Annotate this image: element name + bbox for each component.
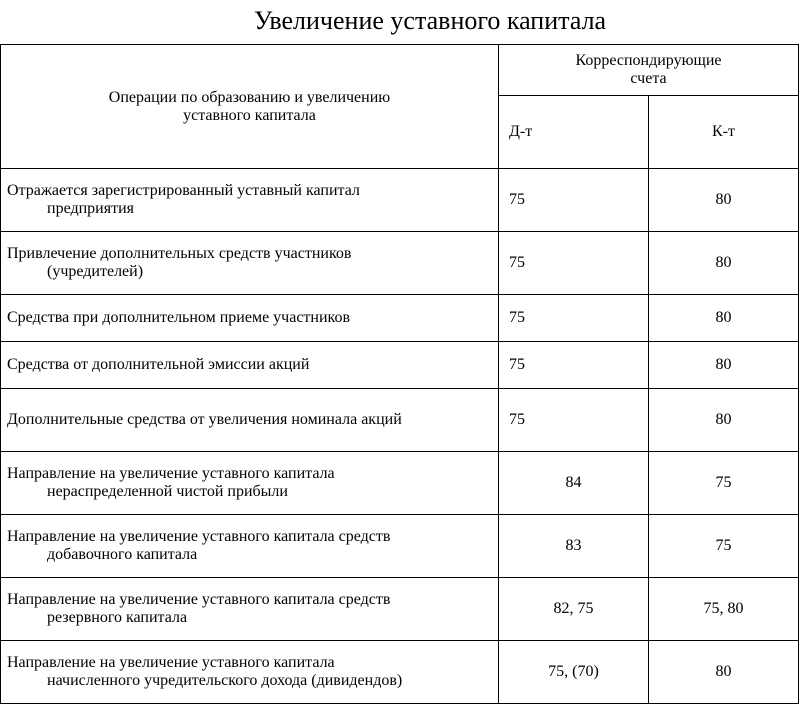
cell-operation: Направление на увеличение уставного капи… [1,515,499,578]
cell-credit: 75, 80 [649,578,799,641]
cell-debit: 75 [499,169,649,232]
header-operations: Операции по образованию и увеличению уст… [1,45,499,169]
header-credit: К-т [649,96,799,169]
table-row: Средства при дополнительном приеме участ… [1,295,799,342]
table-row: Направление на увеличение уставного капи… [1,452,799,515]
cell-operation: Дополнительные средства от увеличения но… [1,389,499,452]
table-row: Средства от дополнительной эмиссии акций… [1,342,799,389]
cell-operation: Средства от дополнительной эмиссии акций [1,342,499,389]
cell-operation: Направление на увеличение уставного капи… [1,641,499,704]
cell-credit: 80 [649,169,799,232]
cell-credit: 75 [649,515,799,578]
cell-debit: 75 [499,232,649,295]
cell-credit: 80 [649,389,799,452]
table-row: Привлечение дополнительных средств участ… [1,232,799,295]
cell-credit: 80 [649,232,799,295]
table-row: Направление на увеличение уставного капи… [1,515,799,578]
table-row: Направление на увеличение уставного капи… [1,641,799,704]
header-debit: Д-т [499,96,649,169]
cell-operation: Направление на увеличение уставного капи… [1,452,499,515]
cell-credit: 80 [649,295,799,342]
capital-table: Операции по образованию и увеличению уст… [0,44,799,704]
cell-debit: 75, (70) [499,641,649,704]
header-accounts-group: Корреспондирующие счета [499,45,799,96]
cell-operation: Средства при дополнительном приеме участ… [1,295,499,342]
cell-debit: 83 [499,515,649,578]
cell-credit: 75 [649,452,799,515]
cell-debit: 75 [499,342,649,389]
cell-debit: 75 [499,295,649,342]
page-title: Увеличение уставного капитала [0,0,800,44]
cell-debit: 75 [499,389,649,452]
cell-credit: 80 [649,641,799,704]
cell-debit: 84 [499,452,649,515]
table-row: Направление на увеличение уставного капи… [1,578,799,641]
cell-operation: Направление на увеличение уставного капи… [1,578,499,641]
cell-operation: Отражается зарегистрированный уставный к… [1,169,499,232]
cell-debit: 82, 75 [499,578,649,641]
cell-credit: 80 [649,342,799,389]
table-row: Отражается зарегистрированный уставный к… [1,169,799,232]
table-row: Дополнительные средства от увеличения но… [1,389,799,452]
cell-operation: Привлечение дополнительных средств участ… [1,232,499,295]
